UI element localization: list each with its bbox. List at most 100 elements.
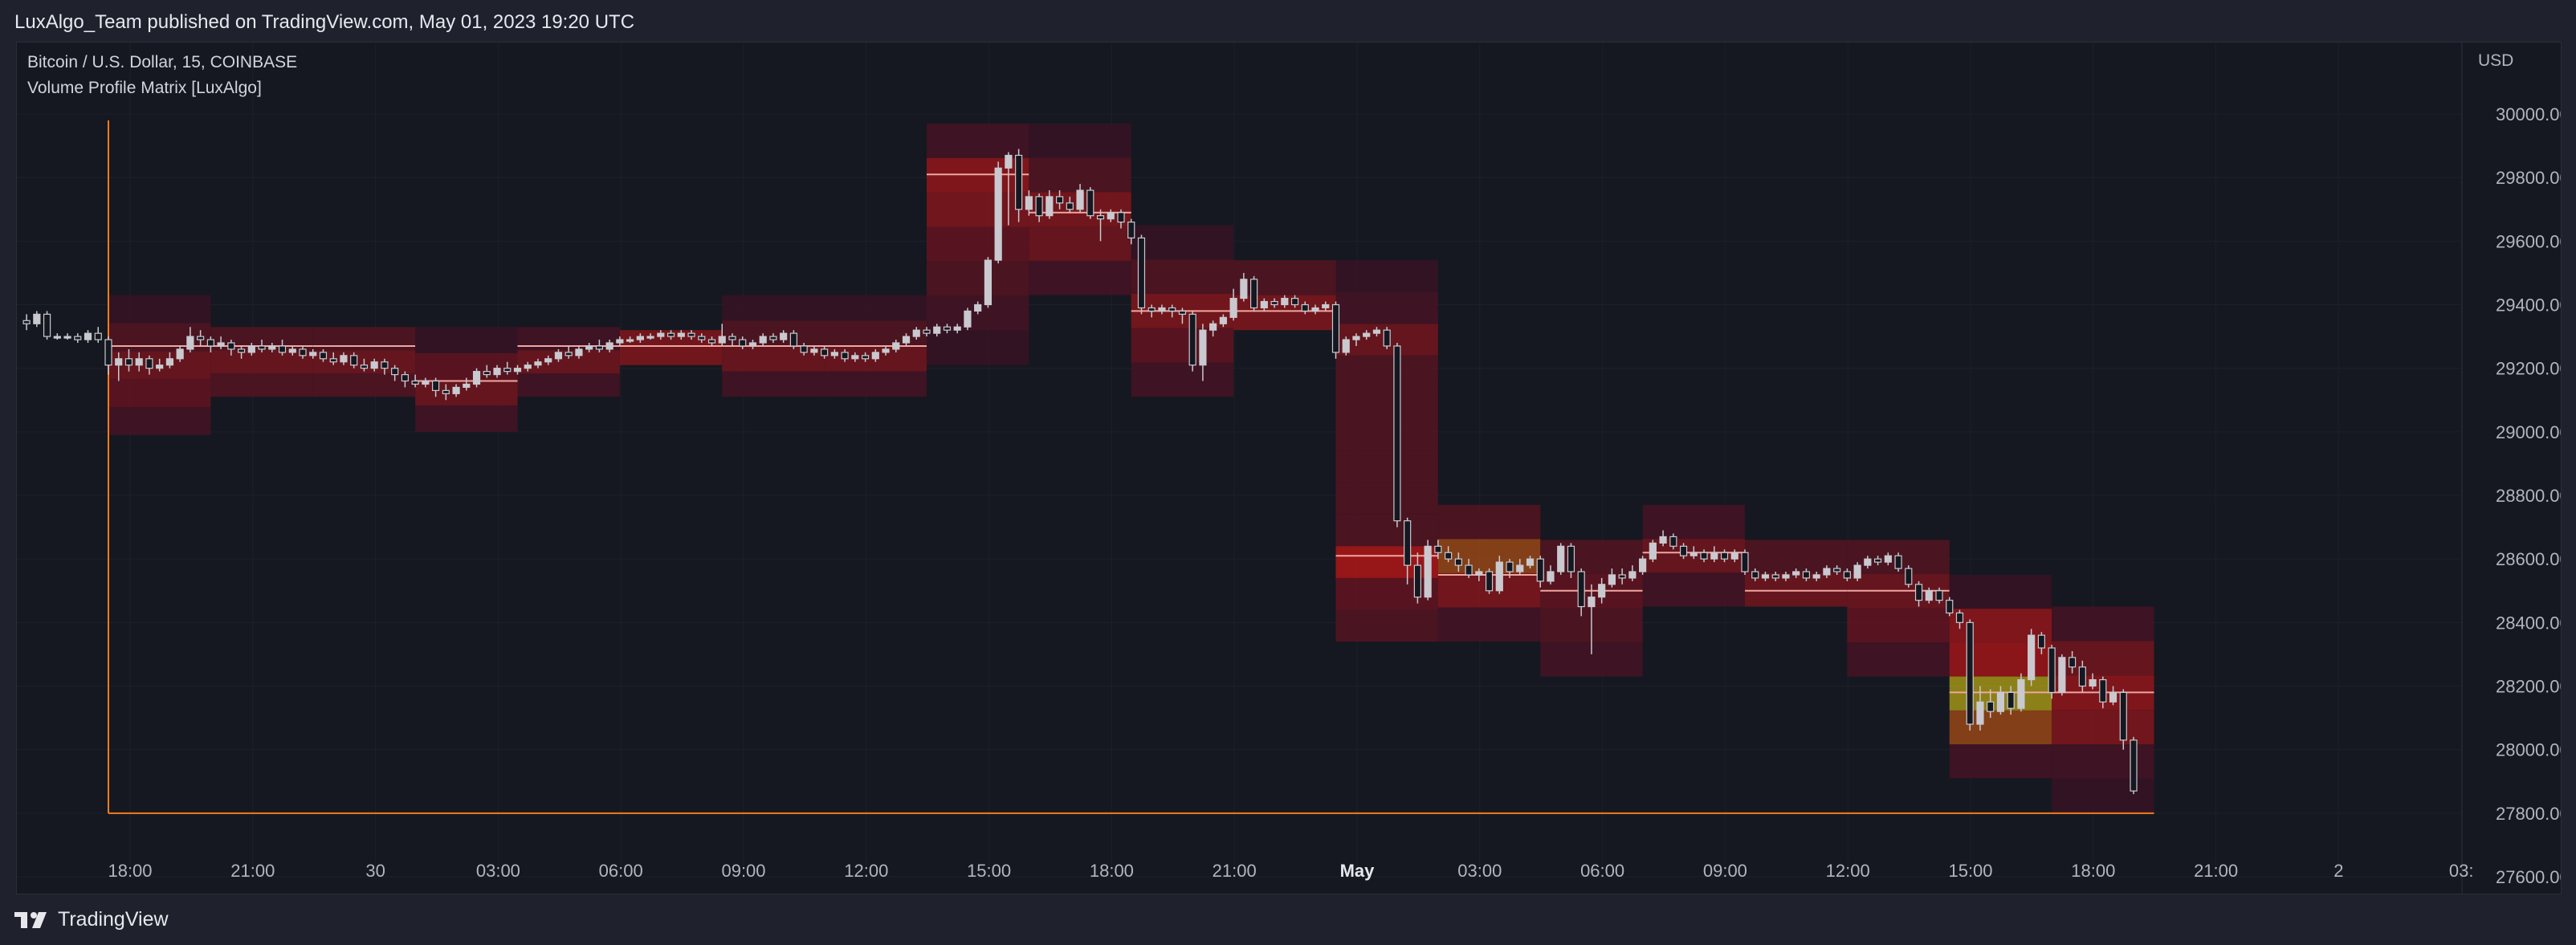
candle-body	[2058, 657, 2066, 694]
x-tick-label: 09:00	[721, 861, 765, 881]
candle-body	[227, 342, 235, 350]
currency-label[interactable]: USD	[2478, 51, 2514, 70]
x-tick-label: 03:	[2449, 861, 2474, 881]
publish-header: LuxAlgo_Team published on TradingView.co…	[0, 0, 2576, 45]
y-tick-label: 29800.00	[2496, 168, 2561, 188]
candle-body	[2048, 647, 2056, 694]
profile-row	[1335, 419, 1438, 451]
candle-body	[1741, 552, 1749, 572]
candle-body	[1894, 555, 1902, 569]
x-tick-label: 18:00	[2071, 861, 2115, 881]
candle-body	[1352, 336, 1360, 340]
candle-body	[463, 383, 471, 389]
x-tick-label: 06:00	[599, 861, 643, 881]
candle-body	[1413, 564, 1422, 598]
profile-row	[1335, 260, 1438, 292]
profile-row	[1642, 504, 1745, 540]
candle-body	[800, 345, 808, 353]
x-tick-label: 18:00	[1090, 861, 1134, 881]
profile-row	[2052, 641, 2154, 676]
y-tick-label: 28800.00	[2496, 486, 2561, 506]
candle-body	[524, 365, 532, 369]
candle-body	[1035, 196, 1043, 217]
indicator-legend[interactable]: Volume Profile Matrix [LuxAlgo]	[27, 79, 262, 97]
candle-body	[1669, 536, 1677, 547]
candle-body	[197, 336, 205, 340]
profile-row	[1335, 483, 1438, 515]
profile-row	[1437, 539, 1541, 573]
candle-body	[1168, 307, 1176, 312]
symbol-legend[interactable]: Bitcoin / U.S. Dollar, 15, COINBASE	[27, 53, 298, 71]
candle-body	[1966, 621, 1974, 725]
candle-body	[1270, 300, 1278, 306]
profile-row	[1949, 710, 2052, 745]
candle-body	[964, 310, 972, 328]
candle-body	[1598, 584, 1606, 598]
candle-body	[1812, 574, 1820, 579]
candle-body	[1996, 691, 2005, 712]
candle-body	[452, 386, 460, 394]
profile-row	[1745, 540, 1848, 573]
candle-body	[902, 336, 911, 344]
candle-body	[135, 358, 143, 366]
x-tick-label: 12:00	[844, 861, 888, 881]
candle-body	[871, 352, 879, 360]
tradingview-logo-icon[interactable]	[14, 909, 50, 930]
profile-row	[1131, 328, 1234, 363]
y-tick-label: 29200.00	[2496, 359, 2561, 379]
candle-body	[830, 352, 838, 356]
candle-body	[493, 368, 501, 376]
candle-body	[156, 365, 164, 369]
candle-body	[411, 380, 419, 385]
candle-body	[1475, 571, 1483, 576]
candle-body	[943, 326, 952, 331]
candle-body	[953, 326, 961, 331]
candle-body	[1761, 574, 1770, 579]
x-tick-label: 06:00	[1580, 861, 1624, 881]
candle-body	[1710, 552, 1718, 560]
candle-body	[1987, 701, 1995, 712]
candle-body	[1465, 564, 1473, 576]
candle-body	[206, 339, 214, 347]
profile-row	[415, 405, 518, 432]
candle-body	[2069, 657, 2077, 668]
profile-row	[722, 345, 825, 372]
candle-body	[1424, 545, 1432, 598]
candle-body	[882, 348, 890, 353]
candle-body	[33, 313, 41, 324]
candle-body	[707, 339, 716, 344]
profile-row	[722, 295, 825, 321]
candle-body	[278, 345, 287, 353]
candle-body	[1946, 600, 1954, 614]
x-tick-label: 09:00	[1703, 861, 1747, 881]
candle-body	[544, 358, 552, 363]
candle-body	[698, 336, 706, 340]
x-tick-label: 30	[365, 861, 385, 881]
x-tick-label: May	[1340, 861, 1376, 881]
candle-body	[2099, 678, 2107, 703]
chart-frame[interactable]: 27600.00 27800.00 28000.00 28200.00 28400.00…	[16, 42, 2562, 894]
y-tick-label: 29400.00	[2496, 295, 2561, 316]
candle-body	[1342, 339, 1350, 353]
candle-body	[759, 336, 767, 344]
candle-body	[1782, 574, 1790, 579]
candle-body	[1914, 584, 1923, 601]
candle-body	[1659, 536, 1667, 544]
candle-body	[329, 358, 337, 363]
candle-body	[739, 339, 747, 347]
y-tick-label: 27600.00	[2496, 867, 2561, 887]
candle-body	[575, 348, 583, 356]
candle-body	[217, 342, 225, 347]
candle-body	[63, 336, 71, 339]
tradingview-brand[interactable]: TradingView	[58, 907, 169, 931]
price-chart[interactable]: 27600.00 27800.00 28000.00 28200.00 28400.00…	[17, 43, 2561, 894]
candle-body	[258, 345, 266, 350]
candle-body	[718, 336, 726, 344]
candle-body	[1290, 297, 1299, 306]
y-tick-label: 27800.00	[2496, 804, 2561, 824]
candle-body	[1158, 307, 1166, 312]
candle-body	[821, 348, 829, 356]
candle-body	[2037, 634, 2045, 649]
candle-body	[74, 336, 82, 340]
candle-body	[1454, 558, 1462, 566]
